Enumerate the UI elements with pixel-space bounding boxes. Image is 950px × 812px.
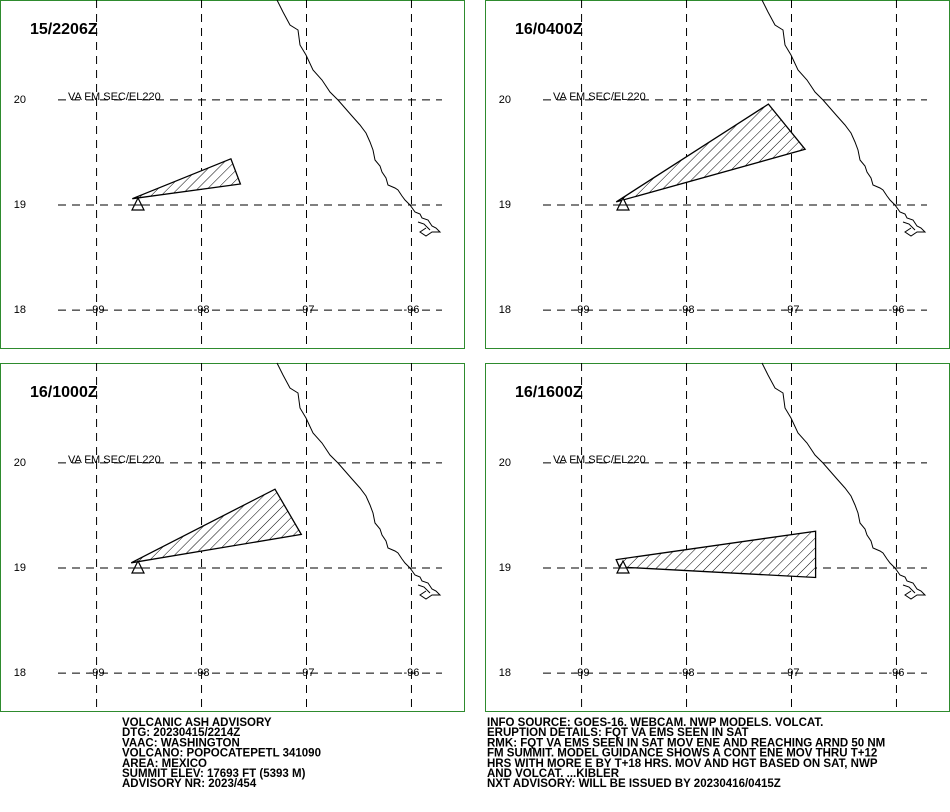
ash-plume <box>132 157 242 200</box>
lat-tick-label: 19 <box>499 199 511 211</box>
lat-tick-label: 18 <box>14 667 26 679</box>
lat-tick-label: 18 <box>499 667 511 679</box>
lat-tick-label: 19 <box>14 562 26 574</box>
lat-tick-label: 20 <box>14 94 26 106</box>
lon-tick-label: -99 <box>89 304 105 316</box>
lon-tick-label: -97 <box>784 304 800 316</box>
panel-time: 16/0400Z <box>515 21 583 38</box>
lat-tick-label: 18 <box>14 304 26 316</box>
ash-plume <box>615 103 807 203</box>
ash-annotation: VA FM SEC/EL220 <box>68 91 161 103</box>
advisory-line: INFO SOURCE: GOES-16. WEBCAM. NWP MODELS… <box>487 717 823 729</box>
lon-tick-label: -97 <box>299 304 315 316</box>
advisory-line: AND VOLCAT. ...KIBLER <box>487 768 620 780</box>
panel-frame <box>485 363 950 712</box>
advisory-line: VAAC: WASHINGTON <box>122 737 240 749</box>
lon-tick-label: -97 <box>784 667 800 679</box>
ash-plume <box>130 488 303 564</box>
advisory-line: DTG: 20230415/2214Z <box>122 727 240 739</box>
advisory-line: VOLCANIC ASH ADVISORY <box>122 717 272 729</box>
ash-annotation: VA FM SEC/EL220 <box>553 454 646 466</box>
advisory-line: ADVISORY NR: 2023/454 <box>122 778 257 790</box>
ash-annotation: VA FM SEC/EL220 <box>553 91 646 103</box>
panel-time: 15/2206Z <box>30 21 98 38</box>
lat-tick-label: 19 <box>499 562 511 574</box>
lon-tick-label: -99 <box>574 304 590 316</box>
advisory-line: VOLCANO: POPOCATEPETL 341090 <box>122 748 321 760</box>
lat-tick-label: 18 <box>499 304 511 316</box>
advisory-line: AREA: MEXICO <box>122 758 207 770</box>
advisory-line: FM SUMMIT. MODEL GUIDANCE SHOWS A CONT E… <box>487 748 877 760</box>
ash-plume <box>615 530 817 579</box>
advisory-line: SUMMIT ELEV: 17693 FT (5393 M) <box>122 768 306 780</box>
lat-tick-label: 19 <box>14 199 26 211</box>
advisory-line: HRS WITH MORE E BY T+18 HRS. MOV AND HGT… <box>487 758 878 770</box>
lon-tick-label: -97 <box>299 667 315 679</box>
advisory-line: RMK: FQT VA EMS SEEN IN SAT MOV ENE AND … <box>487 737 885 749</box>
advisory-line: NXT ADVISORY: WILL BE ISSUED BY 20230416… <box>487 778 781 790</box>
lat-tick-label: 20 <box>499 94 511 106</box>
lat-tick-label: 20 <box>14 457 26 469</box>
panel-frame <box>485 0 950 349</box>
advisory-line: ERUPTION DETAILS: FQT VA EMS SEEN IN SAT <box>487 727 749 739</box>
lon-tick-label: -99 <box>89 667 105 679</box>
panel-time: 16/1600Z <box>515 384 583 401</box>
panel-time: 16/1000Z <box>30 384 98 401</box>
ash-annotation: VA FM SEC/EL220 <box>68 454 161 466</box>
lat-tick-label: 20 <box>499 457 511 469</box>
lon-tick-label: -99 <box>574 667 590 679</box>
